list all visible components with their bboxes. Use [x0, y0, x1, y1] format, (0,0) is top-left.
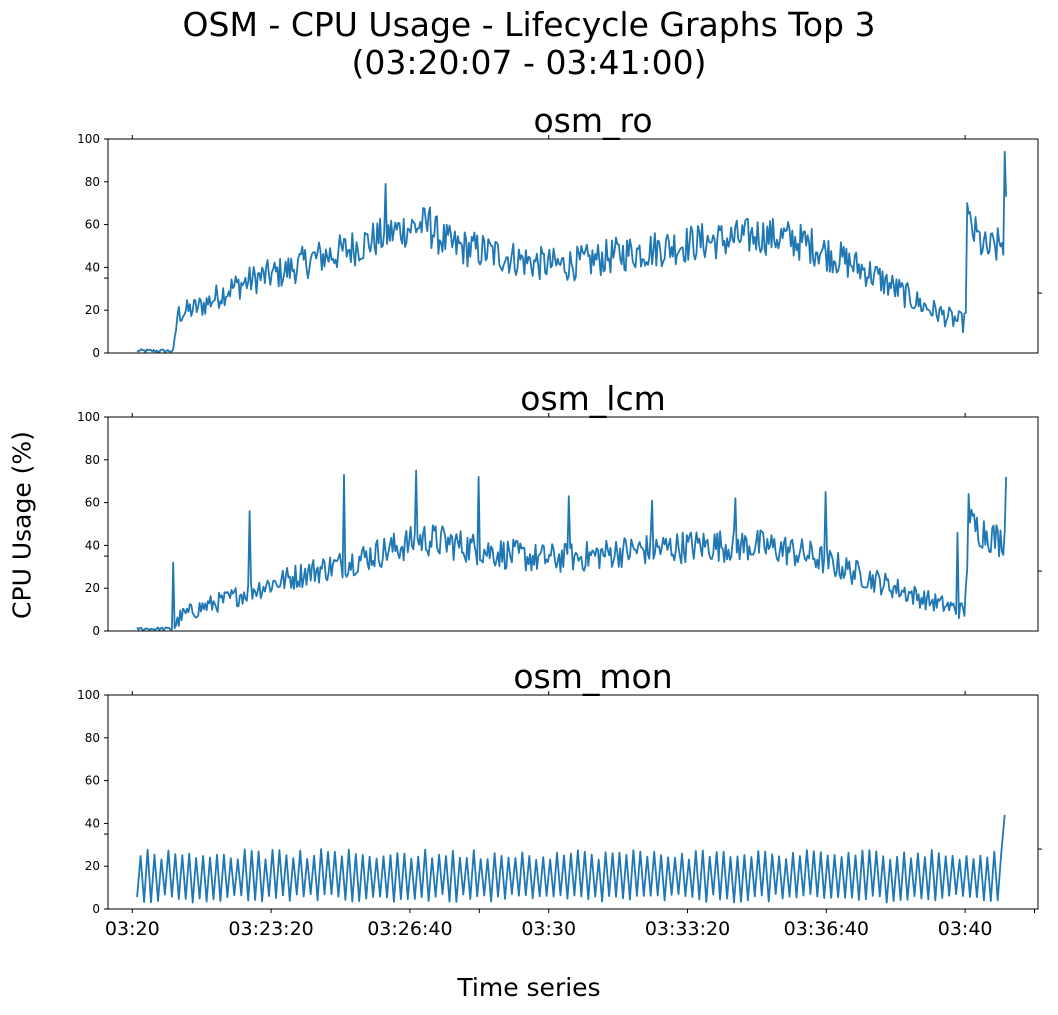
series-line-osm_lcm: [136, 469, 1007, 632]
x-tick-label: 03:23:20: [228, 918, 313, 940]
x-axis-label: Time series: [457, 973, 601, 1002]
y-tick-label: 80: [85, 175, 100, 189]
panel-title: osm_lcm: [520, 379, 666, 418]
axes-frame: [107, 416, 1039, 632]
x-tick-label: 03:20: [105, 918, 160, 940]
y-tick-label: 40: [85, 260, 100, 274]
y-tick-label: 60: [85, 774, 100, 788]
y-tick-label: 20: [85, 581, 100, 595]
axes-frame: [107, 138, 1039, 354]
y-tick-label: 40: [85, 538, 100, 552]
y-tick-label: 60: [85, 496, 100, 510]
figure-title: OSM - CPU Usage - Lifecycle Graphs Top 3: [182, 5, 876, 44]
y-tick-label: 60: [85, 218, 100, 232]
x-tick-label: 03:33:20: [645, 918, 730, 940]
y-tick-label: 100: [77, 132, 100, 146]
x-tick-label: 03:40: [938, 918, 993, 940]
x-tick-label: 03:36:40: [784, 918, 869, 940]
y-tick-label: 0: [92, 902, 100, 916]
y-tick-label: 0: [92, 346, 100, 360]
y-tick-label: 20: [85, 303, 100, 317]
y-tick-label: 80: [85, 453, 100, 467]
y-tick-label: 80: [85, 731, 100, 745]
y-tick-label: 100: [77, 688, 100, 702]
y-tick-label: 20: [85, 859, 100, 873]
axes-frame: [107, 694, 1039, 910]
y-tick-label: 100: [77, 410, 100, 424]
y-tick-label: 40: [85, 816, 100, 830]
panel-title: osm_ro: [533, 101, 652, 140]
x-tick-label: 03:30: [521, 918, 576, 940]
panel-osm_mon: osm_mon 0 20 40 60 80 100 03:20 03:23:20 03:26:40…: [77, 657, 1042, 940]
series-line-osm_ro: [136, 150, 1007, 354]
y-tick-label: 0: [92, 624, 100, 638]
series-line-osm_mon: [136, 814, 1006, 904]
panel-osm_lcm: osm_lcm 0 20 40 60 80 100: [77, 379, 1042, 638]
figure-subtitle: (03:20:07 - 03:41:00): [351, 43, 707, 82]
panel-title: osm_mon: [513, 657, 672, 696]
x-tick-label: 03:26:40: [367, 918, 452, 940]
panel-osm_ro: osm_ro 0 20 40 60 80 100: [77, 101, 1042, 360]
